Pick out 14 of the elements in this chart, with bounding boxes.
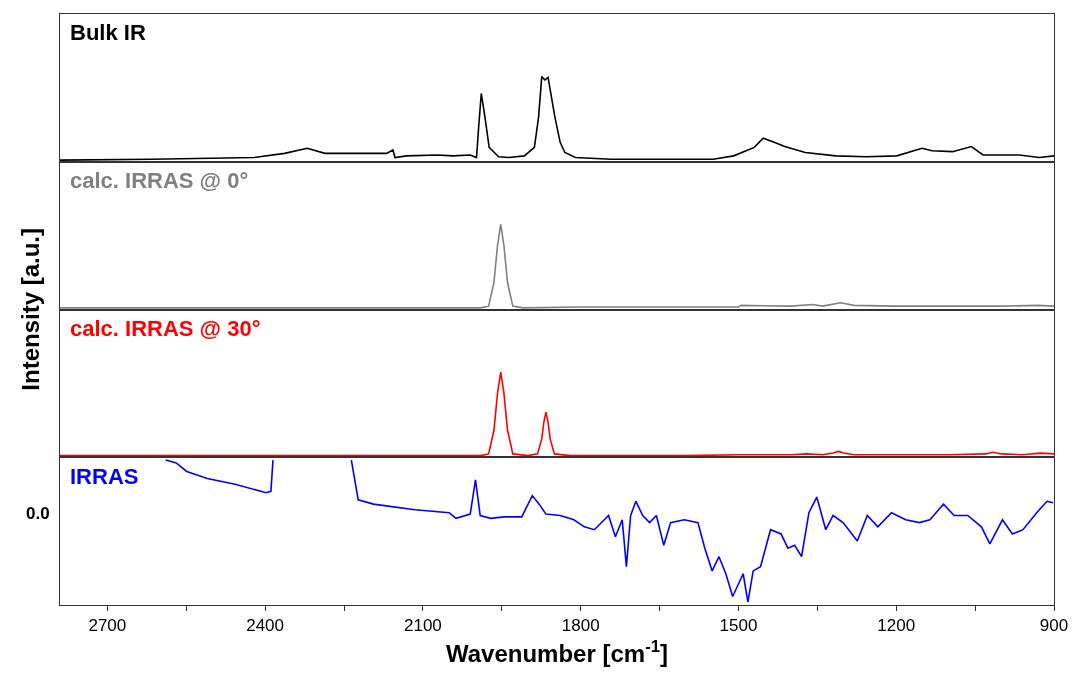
x-tick-label: 2100 [403, 616, 442, 636]
x-tick-label: 900 [1039, 616, 1069, 636]
x-tick-label: 1200 [877, 616, 916, 636]
x-tick-label: 2700 [88, 616, 127, 636]
text: calc. IRRAS @ 30° [70, 316, 261, 341]
y-axis-title: Intensity [a.u.] [16, 227, 44, 391]
series-label: IRRAS [70, 464, 139, 489]
text: 0.0 [26, 504, 50, 523]
x-tick-label: 2400 [246, 616, 285, 636]
x-tick-label: 1800 [561, 616, 600, 636]
text: Bulk IR [70, 20, 146, 45]
text: calc. IRRAS @ 0° [70, 168, 249, 193]
x-axis-title: Wavenumber [cm$^{-1}$] [445, 636, 669, 667]
x-tick-label: 1500 [719, 616, 758, 636]
